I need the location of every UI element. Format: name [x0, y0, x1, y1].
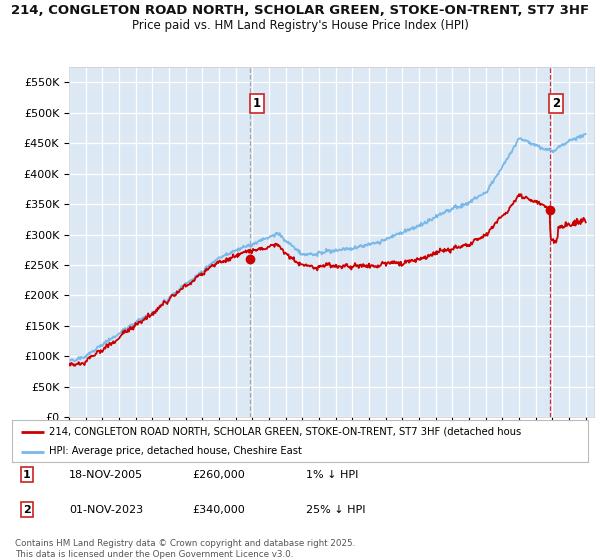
Text: £260,000: £260,000: [192, 470, 245, 480]
Text: 1: 1: [23, 470, 31, 480]
Text: 214, CONGLETON ROAD NORTH, SCHOLAR GREEN, STOKE-ON-TRENT, ST7 3HF: 214, CONGLETON ROAD NORTH, SCHOLAR GREEN…: [11, 4, 589, 17]
Text: 214, CONGLETON ROAD NORTH, SCHOLAR GREEN, STOKE-ON-TRENT, ST7 3HF (detached hous: 214, CONGLETON ROAD NORTH, SCHOLAR GREEN…: [49, 427, 521, 437]
Text: 2: 2: [552, 97, 560, 110]
Text: 01-NOV-2023: 01-NOV-2023: [69, 505, 143, 515]
Text: 1: 1: [253, 97, 261, 110]
Text: Price paid vs. HM Land Registry's House Price Index (HPI): Price paid vs. HM Land Registry's House …: [131, 19, 469, 32]
Text: 25% ↓ HPI: 25% ↓ HPI: [306, 505, 365, 515]
Text: 18-NOV-2005: 18-NOV-2005: [69, 470, 143, 480]
Text: HPI: Average price, detached house, Cheshire East: HPI: Average price, detached house, Ches…: [49, 446, 302, 456]
Text: 2: 2: [23, 505, 31, 515]
Text: 1% ↓ HPI: 1% ↓ HPI: [306, 470, 358, 480]
Text: £340,000: £340,000: [192, 505, 245, 515]
Text: Contains HM Land Registry data © Crown copyright and database right 2025.
This d: Contains HM Land Registry data © Crown c…: [15, 539, 355, 559]
